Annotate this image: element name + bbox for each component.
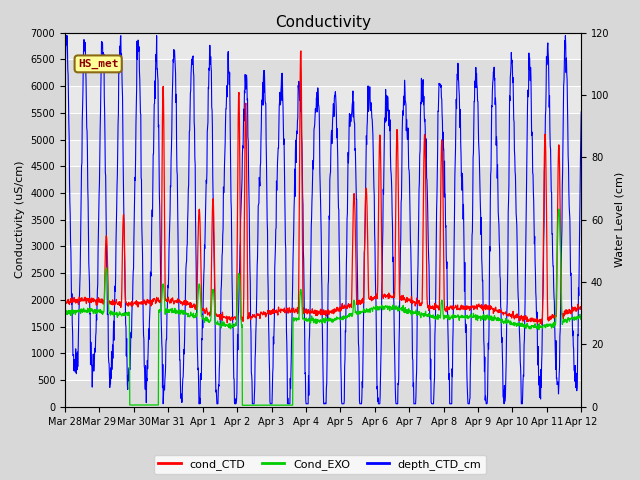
Bar — [65, 86, 581, 113]
Bar — [65, 140, 581, 166]
Y-axis label: Water Level (cm): Water Level (cm) — [615, 172, 625, 267]
Bar — [65, 300, 581, 327]
Bar — [65, 193, 581, 220]
Y-axis label: Conductivity (uS/cm): Conductivity (uS/cm) — [15, 161, 25, 278]
Bar — [65, 246, 581, 273]
Bar — [65, 273, 581, 300]
Bar — [65, 380, 581, 407]
Bar — [65, 33, 581, 60]
Legend: cond_CTD, Cond_EXO, depth_CTD_cm: cond_CTD, Cond_EXO, depth_CTD_cm — [154, 455, 486, 474]
Bar — [65, 327, 581, 353]
Bar — [65, 60, 581, 86]
Bar — [65, 220, 581, 246]
Bar — [65, 166, 581, 193]
Text: HS_met: HS_met — [78, 59, 118, 69]
Bar — [65, 353, 581, 380]
Title: Conductivity: Conductivity — [275, 15, 371, 30]
Bar — [65, 113, 581, 140]
